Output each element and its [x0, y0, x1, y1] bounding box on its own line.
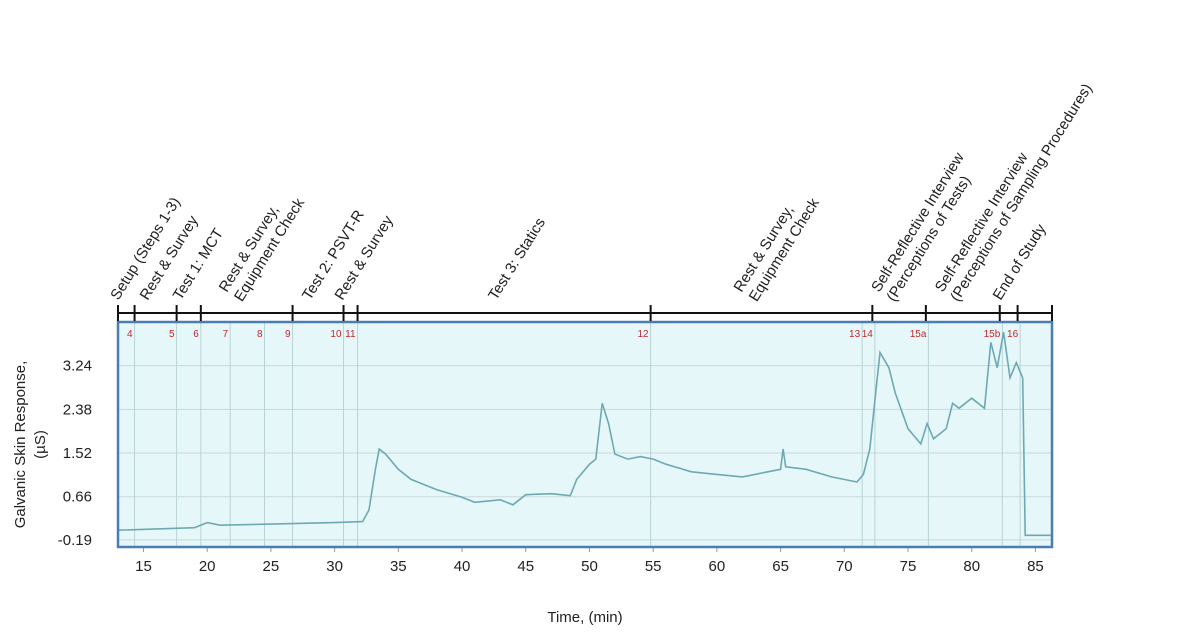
event-label: 16: [1007, 329, 1019, 340]
event-label: 13: [849, 329, 861, 340]
gsr-line: [117, 332, 1051, 537]
x-tick-label: 65: [772, 558, 789, 575]
event-label: 12: [637, 329, 649, 340]
event-label: 8: [257, 329, 263, 340]
phase-label: Test 3: Statics: [485, 215, 549, 303]
x-tick-label: 15: [135, 558, 152, 575]
x-tick-label: 25: [263, 558, 280, 575]
event-label: 15a: [910, 329, 927, 340]
phase-label: Rest & Survey,Equipment Check: [730, 195, 823, 305]
phase-label-line: Test 3: Statics: [485, 215, 549, 303]
y-axis-title-line: (µS): [32, 430, 49, 459]
x-tick-label: 40: [454, 558, 471, 575]
event-label: 9: [285, 329, 291, 340]
plot-area: [118, 322, 1052, 547]
event-label: 5: [169, 329, 175, 340]
event-label: 10: [330, 329, 342, 340]
x-tick-label: 30: [326, 558, 343, 575]
x-tick-label: 85: [1027, 558, 1044, 575]
event-label: 11: [345, 329, 356, 340]
event-label: 14: [862, 329, 874, 340]
x-tick-label: 80: [963, 558, 980, 575]
event-label: 7: [223, 329, 229, 340]
x-axis-title: Time, (min): [547, 609, 622, 626]
phase-label: Rest & Survey,Equipment Check: [216, 195, 309, 305]
y-axis-title-line: Galvanic Skin Response,: [12, 361, 29, 529]
event-label: 6: [193, 329, 199, 340]
x-tick-label: 55: [645, 558, 662, 575]
x-tick-label: 50: [581, 558, 598, 575]
x-tick-label: 60: [709, 558, 726, 575]
x-tick-label: 20: [199, 558, 216, 575]
event-label: 4: [127, 329, 133, 340]
x-tick-label: 35: [390, 558, 407, 575]
event-label: 15b: [984, 329, 1001, 340]
plot-border: [116, 320, 1054, 549]
y-tick-label: -0.19: [58, 532, 92, 549]
y-tick-label: 3.24: [63, 358, 92, 375]
y-tick-label: 2.38: [63, 401, 92, 418]
x-tick-label: 70: [836, 558, 853, 575]
x-tick-label: 45: [517, 558, 534, 575]
y-tick-label: 1.52: [63, 445, 92, 462]
y-axis-title: Galvanic Skin Response, (µS): [12, 361, 49, 529]
y-tick-label: 0.66: [63, 489, 92, 506]
x-tick-label: 75: [900, 558, 917, 575]
